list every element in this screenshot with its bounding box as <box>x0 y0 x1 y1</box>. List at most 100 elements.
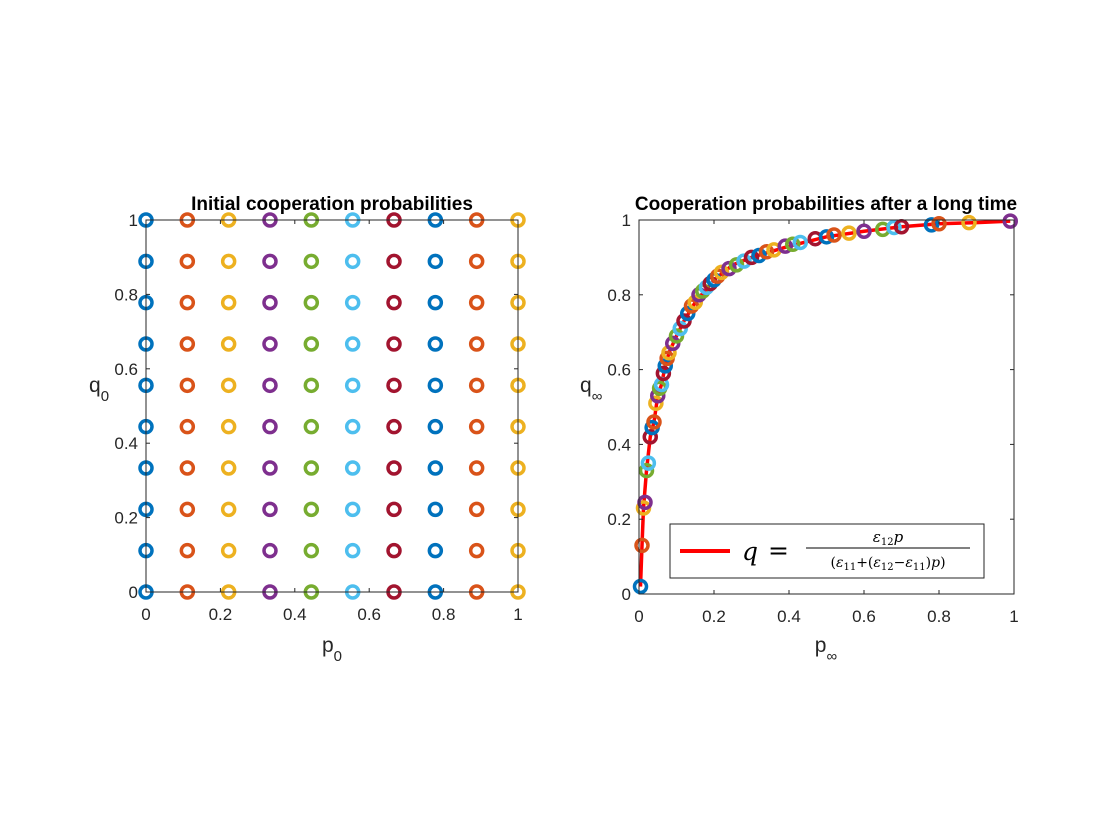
right-scatter-point <box>777 238 793 254</box>
left-scatter-point <box>179 460 196 476</box>
left-scatter-point <box>179 418 196 435</box>
right-y-tick-label: 0.6 <box>607 361 631 380</box>
right-scatter-series <box>632 213 1018 595</box>
right-scatter-point <box>743 249 760 266</box>
left-scatter-point <box>468 418 485 435</box>
right-x-tick-label: 0.2 <box>702 607 726 626</box>
right-scatter-point <box>751 247 767 264</box>
left-scatter-point <box>179 542 196 559</box>
left-scatter-point <box>220 253 237 270</box>
left-y-axis-label: q0 <box>89 374 109 405</box>
left-x-label-sub: 0 <box>334 648 342 665</box>
left-scatter-point <box>386 253 402 270</box>
left-ticks: 0 0.2 0.4 0.6 0.8 1 0 0.2 0.4 0.6 0.8 1 <box>114 211 522 624</box>
right-scatter-point <box>648 395 664 412</box>
left-scatter-point <box>344 253 361 270</box>
left-scatter-point <box>303 294 320 311</box>
right-y-tick-label: 0.8 <box>607 286 631 305</box>
left-scatter-point <box>179 294 196 311</box>
legend: q = ε12p (ε11+(ε12−ε11)p) <box>669 523 985 579</box>
right-y-tick-label: 0.4 <box>607 435 631 454</box>
left-x-tick-label: 1 <box>513 605 522 624</box>
left-scatter-point <box>220 542 237 559</box>
left-scatter-point <box>468 336 485 352</box>
right-scatter-point <box>687 294 703 311</box>
left-scatter-point <box>386 460 402 476</box>
right-scatter-point <box>886 219 902 236</box>
right-scatter-point <box>655 365 672 382</box>
right-scatter-point <box>785 236 801 253</box>
right-scatter-point <box>657 358 673 374</box>
right-scatter-point <box>634 537 650 554</box>
right-x-axis-label: p∞ <box>815 634 838 665</box>
chart-title-right: Cooperation probabilities after a long t… <box>635 194 1017 215</box>
left-scatter-point <box>344 418 361 435</box>
left-scatter-point <box>179 336 196 352</box>
legend-numerator: ε12p <box>873 528 904 548</box>
left-scatter-point <box>427 501 444 518</box>
left-scatter-point <box>468 501 485 518</box>
left-y-tick-label: 0.8 <box>114 285 138 304</box>
right-x-label-main: p <box>815 634 827 657</box>
right-y-tick-label: 0 <box>622 585 631 604</box>
left-scatter-point <box>303 253 320 270</box>
right-scatter-point <box>713 264 730 281</box>
left-scatter-point <box>344 294 361 311</box>
left-scatter-point <box>427 253 444 270</box>
left-y-tick-label: 0.4 <box>114 434 138 453</box>
left-scatter-point <box>344 542 361 559</box>
left-scatter-point <box>179 501 196 518</box>
left-scatter-point <box>262 377 278 394</box>
left-scatter-point <box>468 253 485 270</box>
left-scatter-point <box>262 418 278 435</box>
left-scatter-point <box>303 501 320 518</box>
left-scatter-point <box>386 336 402 352</box>
left-y-tick-label: 0 <box>129 583 138 602</box>
left-scatter-point <box>427 336 444 352</box>
left-scatter-point <box>344 377 361 394</box>
chart-long-time-cooperation: Cooperation probabilities after a long t… <box>580 194 1019 665</box>
left-y-label-main: q <box>89 374 101 397</box>
left-scatter-point <box>427 418 444 435</box>
left-scatter-point <box>303 542 320 559</box>
left-scatter-point <box>427 460 444 476</box>
right-scatter-point <box>665 335 681 352</box>
left-scatter-point <box>179 377 196 394</box>
right-x-tick-label: 1 <box>1009 607 1018 626</box>
right-scatter-point <box>893 218 910 235</box>
right-scatter-point <box>638 462 655 479</box>
left-scatter-point <box>303 336 320 352</box>
left-scatter-point <box>386 542 402 559</box>
left-scatter-point <box>427 542 444 559</box>
left-y-tick-label: 0.2 <box>114 509 138 528</box>
right-scatter-point <box>931 215 947 232</box>
right-scatter-point <box>856 223 872 239</box>
left-scatter-point <box>427 294 444 311</box>
left-x-tick-label: 0.6 <box>357 605 381 624</box>
left-scatter-point <box>386 294 402 311</box>
left-scatter-point <box>179 253 196 270</box>
right-scatter-point <box>672 320 688 337</box>
left-scatter-point <box>262 460 278 476</box>
left-scatter-point <box>468 460 485 476</box>
right-scatter-point <box>826 227 842 243</box>
legend-equals: = <box>768 536 789 565</box>
left-x-tick-label: 0.4 <box>283 605 307 624</box>
right-x-tick-label: 0.6 <box>852 607 876 626</box>
right-scatter-point <box>818 229 835 245</box>
right-x-tick-label: 0.4 <box>777 607 801 626</box>
right-scatter-point <box>1002 213 1018 229</box>
right-y-axis-label: q∞ <box>580 374 603 405</box>
left-scatter-point <box>262 501 278 518</box>
right-y-label-sub: ∞ <box>592 388 603 405</box>
right-scatter-point <box>680 305 696 322</box>
right-scatter-point <box>758 244 775 260</box>
right-scatter-point <box>923 217 940 233</box>
chart-title-left: Initial cooperation probabilities <box>191 194 473 215</box>
right-scatter-point <box>640 455 657 471</box>
right-x-label-sub: ∞ <box>826 648 837 665</box>
right-y-tick-label: 0.2 <box>607 510 631 529</box>
left-scatter-point <box>220 501 237 518</box>
